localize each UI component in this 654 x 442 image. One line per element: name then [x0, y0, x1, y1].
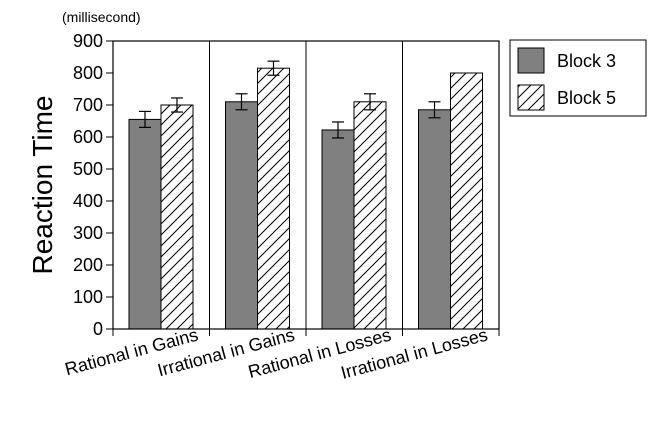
y-unit-label: (millisecond): [62, 9, 141, 25]
bars: [128, 67, 483, 330]
y-tick-label: 900: [73, 31, 103, 51]
bar-block-3: [225, 101, 258, 330]
legend-label-block-3: Block 3: [557, 51, 616, 71]
bar-block-3: [128, 118, 162, 330]
y-axis-title: Reaction Time: [27, 96, 58, 275]
y-tick-label: 600: [73, 127, 103, 147]
y-tick-label: 200: [73, 255, 103, 275]
y-tick-label: 100: [73, 287, 103, 307]
error-bars: [139, 60, 441, 139]
category-separators: [112, 41, 500, 336]
legend: Block 3 Block 5: [509, 39, 647, 117]
y-tick-label: 300: [73, 223, 103, 243]
legend-swatch-block-3: [517, 47, 545, 74]
plot-frame: [112, 40, 500, 330]
bar-block-5: [353, 101, 387, 330]
bar-block-5: [257, 67, 290, 330]
legend-swatch-block-5: [517, 84, 545, 111]
legend-label-block-5: Block 5: [557, 88, 616, 108]
bar-block-3: [321, 129, 355, 330]
y-tick-label: 500: [73, 159, 103, 179]
y-axis-ticks: 0 100 200 300 400 500 600 700 800 900: [73, 31, 113, 339]
y-tick-label: 400: [73, 191, 103, 211]
bar-block-5: [450, 72, 483, 330]
y-tick-label: 800: [73, 63, 103, 83]
y-tick-label: 700: [73, 95, 103, 115]
bar-block-3: [418, 109, 451, 330]
y-tick-label: 0: [93, 319, 103, 339]
bar-block-5: [160, 104, 194, 330]
